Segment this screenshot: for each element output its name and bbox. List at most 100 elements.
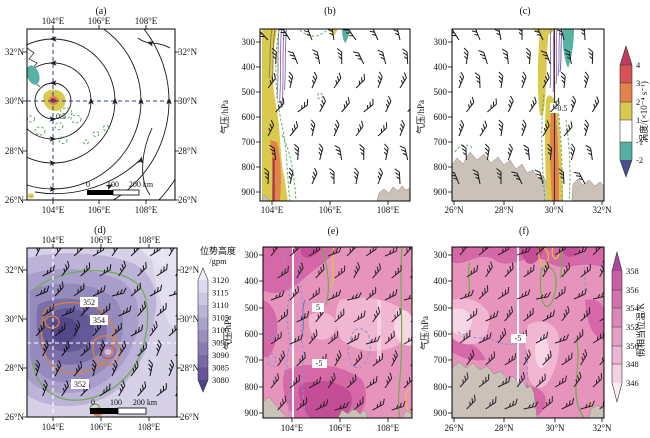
colorbar-segment	[612, 290, 622, 308]
b-p-tick: 400	[242, 62, 256, 72]
d-contour-label: 352	[83, 298, 95, 307]
e-p-tick: 900	[245, 408, 259, 418]
wind-barb	[360, 98, 377, 113]
streamline-arrowhead	[166, 97, 172, 105]
wind-barb	[311, 48, 321, 66]
theta-e-lightest	[377, 300, 381, 360]
positive-vorticity-band-upper	[537, 29, 549, 117]
scale-0: 0	[91, 398, 95, 407]
colorbar-segment	[620, 83, 632, 102]
b-p-tick: 700	[242, 137, 256, 147]
panel-c: -0.5 (c) 26°N 28°N 30°N 32°N 300 400 500…	[415, 6, 612, 215]
panel-e-plot-area: 5 -5	[263, 247, 412, 418]
panel-c-ticks	[448, 41, 603, 205]
gph-cb-tick: 3090	[212, 350, 229, 360]
panel-a-title: (a)	[95, 6, 106, 17]
wind-barb	[580, 71, 591, 89]
a-contour-label: 0.5	[56, 112, 66, 121]
gph-cb-tick: 3120	[212, 275, 229, 285]
d-right-tick: 26°N	[180, 412, 200, 422]
a-left-tick: 28°N	[5, 146, 25, 156]
thetae-cb-tick: 352	[626, 322, 639, 332]
wind-barb	[307, 71, 319, 89]
e-p-tick: 300	[245, 250, 259, 260]
panel-f-title: (f)	[519, 226, 529, 237]
a-right-tick: 26°N	[178, 195, 198, 205]
streamline-arrowhead	[138, 97, 144, 105]
wind-barb	[483, 97, 500, 113]
colorbar-segment	[612, 327, 622, 346]
terrain	[401, 409, 412, 418]
contour-label-box	[550, 103, 573, 113]
panel-b-title: (b)	[324, 6, 336, 17]
b-p-tick: 300	[242, 37, 256, 47]
scale-100: 100	[110, 398, 122, 407]
theta-e-lightest	[535, 336, 549, 368]
d-left-tick: 26°N	[5, 412, 25, 422]
scale-200km: 200 km	[133, 398, 158, 407]
streamline-arrowhead	[49, 186, 57, 192]
wind-barb	[351, 167, 360, 185]
e-contour-label: 5	[316, 303, 320, 312]
streamline-arrowhead	[137, 156, 144, 164]
wind-barb	[399, 144, 409, 162]
streamline-arrowhead	[49, 116, 57, 122]
theta-e-dark	[263, 300, 278, 358]
top-yellow-patch	[330, 29, 338, 36]
thetae-cb-tick: 356	[626, 285, 639, 295]
panel-f-frame	[451, 246, 605, 419]
purple-contours	[549, 29, 563, 93]
panel-f: -5 (f) 26°N 28°N 30°N 32°N 300 400 500 6…	[419, 226, 612, 433]
blue-solid-contour	[301, 299, 306, 335]
terrain	[452, 151, 549, 201]
wind-barb	[580, 119, 591, 137]
c-x-tick: 32°N	[592, 205, 612, 215]
d-right-tick: 30°N	[180, 314, 200, 324]
b-p-tick: 500	[242, 87, 256, 97]
f-x-tick: 28°N	[494, 423, 514, 433]
wind-barb	[461, 47, 470, 65]
d-left-tick: 28°N	[5, 363, 25, 373]
a-right-tick: 30°N	[178, 96, 198, 106]
colorbar-segment	[198, 280, 208, 293]
c-p-tick: 300	[434, 37, 448, 47]
theta-e-dark	[452, 339, 486, 361]
panel-e-title: (e)	[327, 226, 338, 237]
e-p-tick: 500	[245, 303, 259, 313]
gph-cb-title: 位势高度	[200, 245, 236, 256]
wind-barb	[525, 96, 539, 113]
contour-label-box	[511, 334, 526, 343]
gph-cb-unit: /gpm	[209, 256, 227, 266]
f-p-tick: 900	[434, 408, 448, 418]
vort-cb-tick: -2	[636, 155, 643, 165]
colorbar-arrow-bottom	[198, 380, 208, 392]
streamline-arrowhead	[146, 41, 155, 47]
panel-f-plot-area: -5	[452, 247, 604, 418]
scale-0: 0	[86, 180, 90, 189]
wind-barb	[286, 120, 301, 137]
wind-barb	[462, 96, 477, 113]
colorbar-segment	[198, 317, 208, 330]
c-ylabel: 气压/hPa	[415, 100, 426, 134]
d-top-tick: 108°E	[138, 235, 161, 245]
f-x-tick: 26°N	[444, 423, 464, 433]
colorbar-arrow-bottom	[620, 160, 632, 177]
theta-e-colorbar: 358 356 354 352 350 348 346 假相当位温/K	[611, 250, 646, 404]
gph-cb-tick: 3095	[212, 338, 229, 348]
gph-cb-tick: 3100	[212, 325, 229, 335]
wind-barb	[351, 120, 366, 137]
terrain	[571, 178, 604, 201]
panel-d-title: (d)	[94, 225, 106, 236]
e-x-tick: 104°E	[281, 423, 304, 433]
streamline-arrowhead	[105, 184, 114, 191]
thetae-cb-tick: 354	[626, 303, 640, 313]
f-p-tick: 800	[434, 382, 448, 392]
wind-barb	[315, 95, 328, 113]
vortex-core	[43, 89, 66, 112]
c-p-tick: 400	[434, 62, 448, 72]
c-x-tick: 30°N	[544, 205, 564, 215]
c-x-tick: 28°N	[494, 205, 514, 215]
b-x-tick: 104°E	[261, 205, 284, 215]
vort-cb-tick: 3	[636, 78, 640, 88]
wind-barb	[401, 48, 409, 65]
